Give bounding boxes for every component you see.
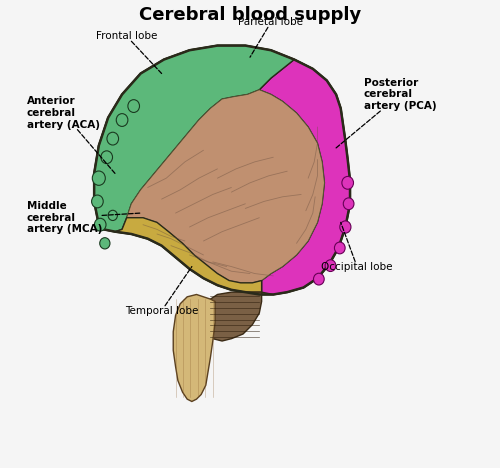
Text: Temporal lobe: Temporal lobe [125,267,198,316]
Ellipse shape [107,132,118,145]
Text: Middle
cerebral
artery (MCA): Middle cerebral artery (MCA) [26,201,140,234]
Ellipse shape [116,114,128,126]
Ellipse shape [344,198,354,210]
Ellipse shape [92,195,103,208]
Polygon shape [115,218,262,292]
Ellipse shape [325,260,336,271]
Text: Cerebral blood supply: Cerebral blood supply [139,6,361,24]
Polygon shape [173,294,215,402]
Ellipse shape [314,273,324,285]
Ellipse shape [94,218,106,231]
Text: Posterior
cerebral
artery (PCA): Posterior cerebral artery (PCA) [336,78,436,148]
Text: Parietal lobe: Parietal lobe [238,17,304,57]
Ellipse shape [128,100,140,112]
Ellipse shape [334,242,345,254]
Polygon shape [208,292,262,341]
Polygon shape [260,59,350,294]
Ellipse shape [101,151,112,164]
Text: Occipital lobe: Occipital lobe [322,222,393,271]
Text: Frontal lobe: Frontal lobe [96,31,162,73]
Ellipse shape [108,210,118,220]
Polygon shape [126,90,324,283]
Ellipse shape [340,221,351,233]
Ellipse shape [92,171,106,185]
Polygon shape [94,45,350,294]
Ellipse shape [342,176,353,189]
Polygon shape [94,45,294,232]
Text: Anterior
cerebral
artery (ACA): Anterior cerebral artery (ACA) [26,96,115,174]
Ellipse shape [100,238,110,249]
